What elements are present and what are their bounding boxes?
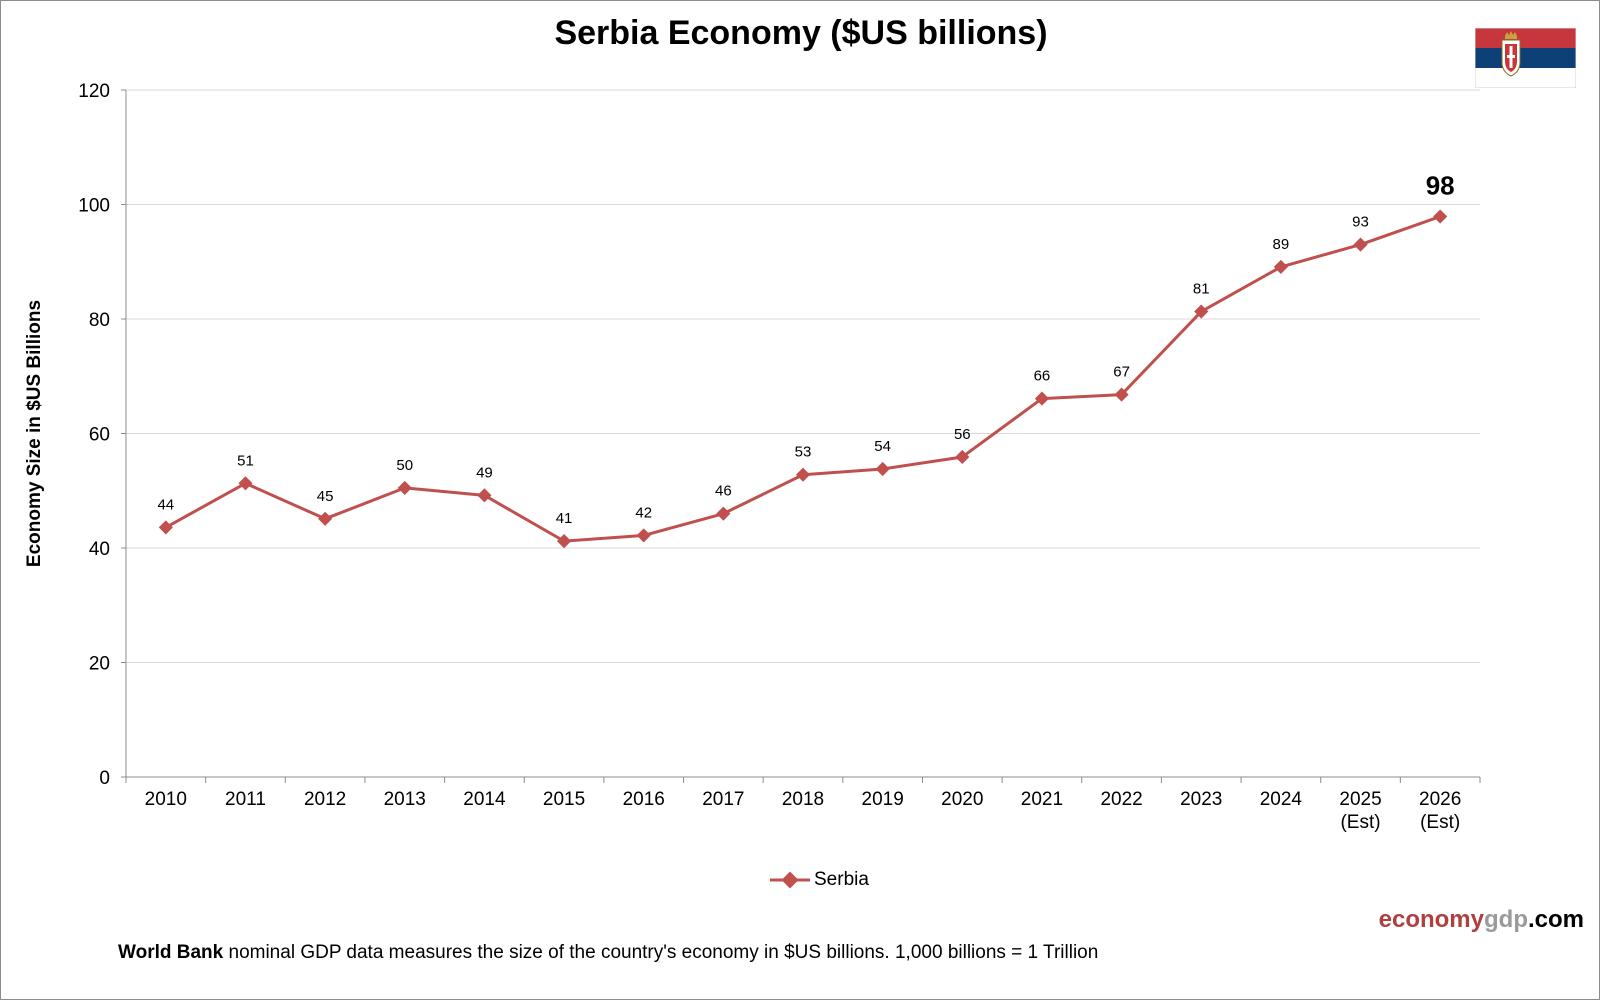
x-tick-label: 2016 bbox=[623, 789, 665, 810]
data-label: 46 bbox=[715, 483, 732, 500]
legend-label: Serbia bbox=[814, 869, 869, 890]
data-point bbox=[636, 528, 651, 543]
data-label: 89 bbox=[1273, 236, 1290, 253]
data-label: 51 bbox=[237, 452, 254, 469]
x-tick-label: (Est) bbox=[1420, 812, 1460, 833]
data-point bbox=[1433, 209, 1448, 224]
chart-title: Serbia Economy ($US billions) bbox=[554, 14, 1048, 52]
brand-part-2: gdp bbox=[1484, 906, 1528, 933]
x-tick-label: 2019 bbox=[862, 789, 904, 810]
data-label: 98 bbox=[1426, 171, 1455, 201]
x-tick-label: 2022 bbox=[1100, 789, 1142, 810]
x-tick-label: 2021 bbox=[1021, 789, 1063, 810]
data-label: 49 bbox=[476, 464, 493, 481]
data-label: 56 bbox=[954, 426, 971, 443]
brand-part-1: economy bbox=[1378, 906, 1484, 933]
footnote-source: World Bank bbox=[118, 942, 224, 963]
x-tick-label: 2023 bbox=[1180, 789, 1222, 810]
footnote-text: nominal GDP data measures the size of th… bbox=[223, 942, 1099, 963]
y-tick-label: 100 bbox=[78, 196, 110, 217]
serbia-flag-icon bbox=[1475, 28, 1576, 88]
data-point bbox=[716, 506, 731, 521]
flag-stripe-blue bbox=[1475, 48, 1576, 68]
brand-part-3: .com bbox=[1527, 906, 1584, 933]
y-tick-label: 40 bbox=[89, 539, 110, 560]
data-point bbox=[955, 449, 970, 465]
series-line bbox=[165, 215, 1441, 543]
y-axis-title: Economy Size in $US Billions bbox=[24, 300, 45, 567]
data-point bbox=[1114, 387, 1129, 402]
x-tick-label: (Est) bbox=[1340, 812, 1380, 833]
data-label: 81 bbox=[1193, 281, 1210, 298]
data-label: 50 bbox=[396, 457, 413, 474]
data-point bbox=[556, 534, 572, 549]
y-tick-label: 80 bbox=[89, 310, 110, 331]
data-label: 44 bbox=[157, 496, 174, 513]
data-point bbox=[318, 511, 333, 526]
x-tick-label: 2025 bbox=[1339, 789, 1381, 810]
y-tick-label: 120 bbox=[78, 81, 110, 102]
x-tick-label: 2026 bbox=[1419, 789, 1461, 810]
data-point bbox=[875, 461, 890, 477]
data-point bbox=[1273, 259, 1288, 274]
data-point bbox=[795, 467, 811, 482]
x-tick-label: 2020 bbox=[941, 789, 983, 810]
flag-stripe-white bbox=[1475, 68, 1576, 88]
y-tick-label: 60 bbox=[89, 425, 110, 446]
data-point bbox=[397, 480, 412, 495]
data-label: 53 bbox=[795, 444, 812, 461]
brand-logo: economygdp.com bbox=[1379, 906, 1584, 934]
legend-line-marker-icon bbox=[770, 871, 810, 889]
x-tick-label: 2010 bbox=[145, 789, 187, 810]
chart-legend: Serbia bbox=[770, 868, 869, 892]
data-label: 42 bbox=[635, 504, 652, 521]
data-point bbox=[1034, 391, 1050, 406]
data-point bbox=[477, 488, 492, 503]
x-tick-label: 2013 bbox=[384, 789, 426, 810]
y-tick-label: 0 bbox=[99, 768, 110, 789]
x-tick-label: 2011 bbox=[225, 789, 266, 810]
x-tick-label: 2017 bbox=[702, 789, 744, 810]
x-tick-label: 2024 bbox=[1260, 789, 1303, 810]
x-tick-label: 2012 bbox=[304, 789, 346, 810]
coat-of-arms-icon bbox=[1501, 31, 1521, 77]
data-label: 45 bbox=[317, 488, 334, 505]
x-tick-label: 2015 bbox=[543, 789, 585, 810]
data-label: 41 bbox=[556, 510, 573, 527]
flag-stripe-red bbox=[1475, 28, 1576, 48]
footnote: World Bank nominal GDP data measures the… bbox=[118, 942, 1098, 964]
x-tick-label: 2014 bbox=[463, 789, 506, 810]
data-label: 93 bbox=[1352, 214, 1369, 231]
x-tick-label: 2018 bbox=[782, 789, 824, 810]
data-label: 66 bbox=[1034, 368, 1051, 385]
data-point bbox=[158, 520, 173, 535]
data-label: 54 bbox=[874, 438, 891, 455]
data-point bbox=[1353, 237, 1368, 252]
y-tick-label: 20 bbox=[89, 654, 110, 675]
data-point bbox=[238, 476, 253, 491]
data-point bbox=[1194, 304, 1209, 319]
data-label: 67 bbox=[1113, 364, 1130, 381]
